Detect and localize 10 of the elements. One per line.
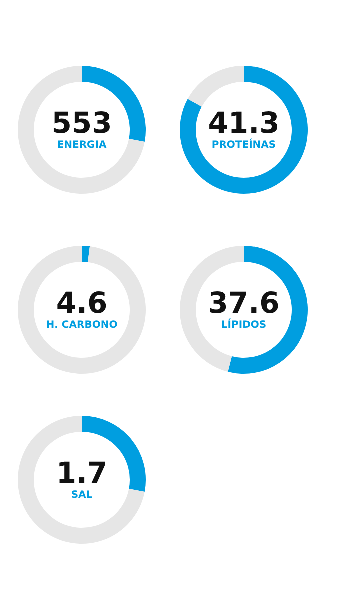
text: LÍPIDOS	[221, 319, 267, 333]
text: 1.7	[56, 456, 108, 490]
text: H. CARBONO	[46, 319, 118, 333]
text: 41.3	[208, 106, 280, 140]
text: SAL	[71, 489, 93, 503]
text: 37.6	[208, 286, 280, 320]
text: 4.6	[56, 286, 108, 320]
text: 553	[52, 106, 112, 140]
text: ENERGIA	[57, 139, 107, 153]
text: PROTEÍNAS	[212, 139, 276, 153]
